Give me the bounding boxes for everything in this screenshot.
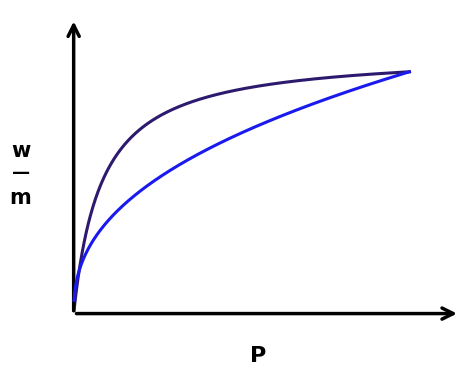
Text: P: P: [250, 346, 266, 366]
Text: m: m: [10, 188, 31, 208]
Text: w: w: [11, 141, 30, 161]
Text: —: —: [11, 164, 30, 182]
